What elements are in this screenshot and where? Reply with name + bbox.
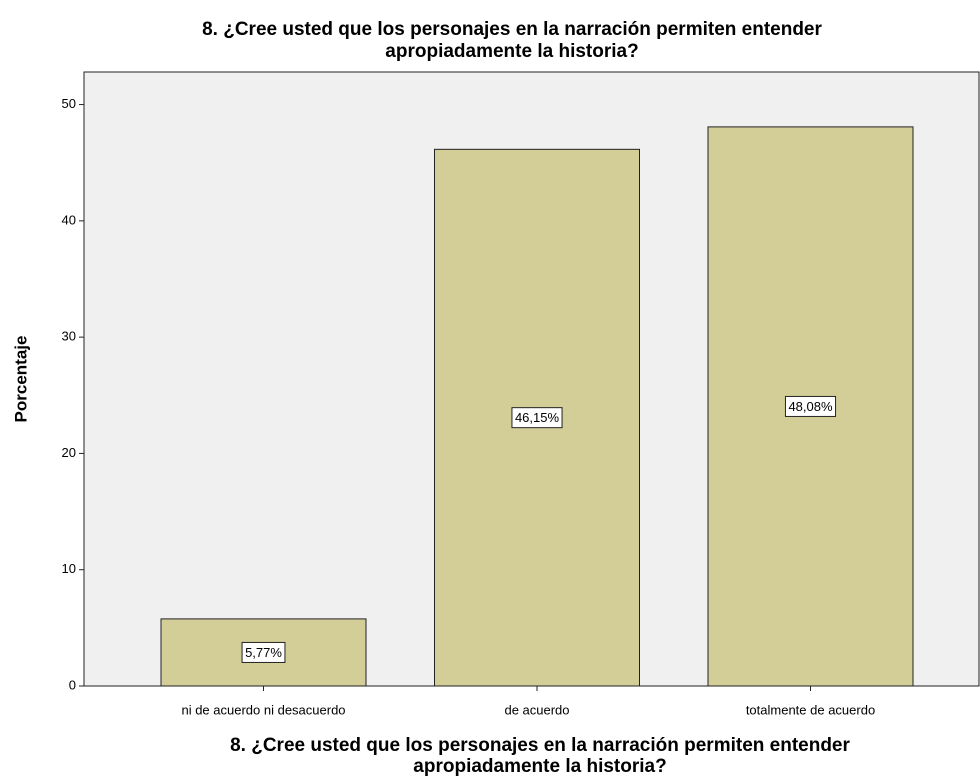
- x-axis-title: 8. ¿Cree usted que los personajes en la …: [230, 735, 850, 756]
- y-tick-label: 50: [62, 96, 76, 111]
- y-axis-title: Porcentaje: [11, 336, 30, 423]
- chart-title: 8. ¿Cree usted que los personajes en la …: [202, 19, 822, 40]
- value-label: 5,77%: [245, 645, 282, 660]
- value-label: 46,15%: [515, 410, 560, 425]
- y-tick-label: 40: [62, 212, 76, 227]
- x-axis-title: apropiadamente la historia?: [413, 756, 666, 777]
- chart-title: apropiadamente la historia?: [385, 41, 638, 62]
- x-tick-label: totalmente de acuerdo: [746, 702, 875, 717]
- x-tick-label: ni de acuerdo ni desacuerdo: [181, 702, 345, 717]
- value-label: 48,08%: [788, 399, 833, 414]
- y-tick-label: 20: [62, 445, 76, 460]
- y-tick-label: 30: [62, 329, 76, 344]
- value-label-box: [241, 641, 286, 663]
- y-tick-label: 10: [62, 561, 76, 576]
- value-label-box: [784, 395, 837, 417]
- value-label-box: [511, 407, 563, 429]
- x-tick-label: de acuerdo: [504, 702, 569, 717]
- y-tick-label: 0: [69, 677, 76, 692]
